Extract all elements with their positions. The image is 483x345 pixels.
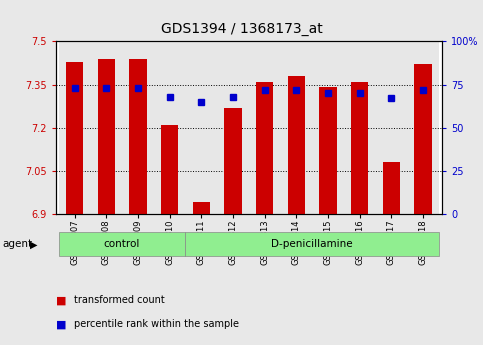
Bar [319,87,337,214]
Bar [66,61,83,214]
Bar [344,41,375,214]
Text: ▶: ▶ [30,240,38,249]
Bar [414,65,432,214]
Bar [375,41,407,214]
Bar [122,41,154,214]
Bar [287,76,305,214]
Bar [98,59,115,214]
Bar [90,41,122,214]
FancyBboxPatch shape [185,233,439,256]
Bar [407,41,439,214]
Text: ■: ■ [56,295,66,305]
Text: percentile rank within the sample: percentile rank within the sample [74,319,239,329]
Text: agent: agent [2,239,32,249]
Bar [217,41,249,214]
Text: transformed count: transformed count [74,295,165,305]
Bar [224,108,242,214]
Text: control: control [104,239,140,248]
Text: GDS1394 / 1368173_at: GDS1394 / 1368173_at [161,22,322,37]
Bar [185,41,217,214]
Bar [129,59,147,214]
FancyBboxPatch shape [59,233,185,256]
Bar [249,41,281,214]
Bar [161,125,178,214]
Text: D-penicillamine: D-penicillamine [271,239,353,248]
Bar [59,41,90,214]
Bar [383,162,400,214]
Bar [312,41,344,214]
Bar [351,82,369,214]
Bar [256,82,273,214]
Bar [281,41,312,214]
Bar [193,203,210,214]
Text: ■: ■ [56,319,66,329]
Bar [154,41,185,214]
